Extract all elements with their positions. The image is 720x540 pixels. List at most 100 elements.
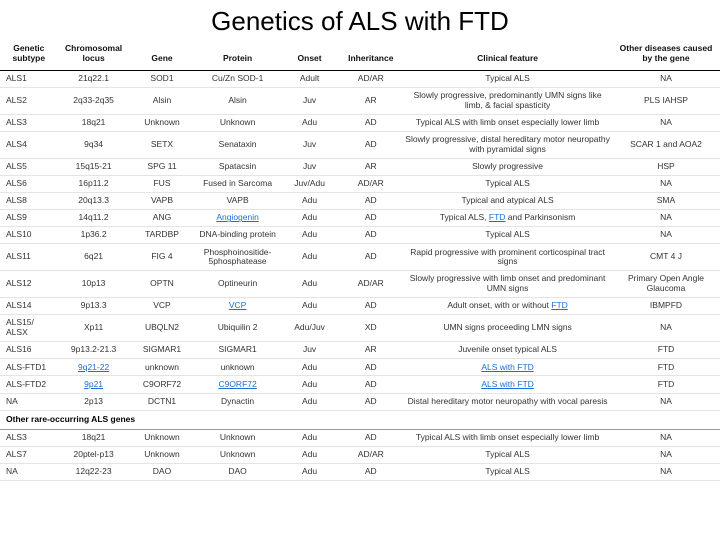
cell: Alsin (130, 87, 195, 114)
col-header: Clinical feature (403, 41, 612, 70)
cell: ALS1 (0, 70, 58, 87)
link-text[interactable]: C9ORF72 (218, 379, 256, 389)
cell: ALS3 (0, 429, 58, 446)
cell: DCTN1 (130, 393, 195, 410)
cell: NA (612, 227, 720, 244)
cell: Typical and atypical ALS (403, 192, 612, 209)
cell: UBQLN2 (130, 315, 195, 342)
table-row: ALS101p36.2TARDBPDNA-binding proteinAduA… (0, 227, 720, 244)
cell: 18q21 (58, 114, 130, 131)
cell: Juv/Adu (281, 175, 339, 192)
cell: ALS3 (0, 114, 58, 131)
cell: unknown (194, 359, 280, 376)
cell: FTD (612, 359, 720, 376)
cell: NA (612, 463, 720, 480)
link-text[interactable]: 9p21 (84, 379, 103, 389)
link-text[interactable]: FTD (551, 300, 568, 310)
cell: AD (338, 244, 403, 271)
cell: ALS7 (0, 446, 58, 463)
table-row: NA2p13DCTN1DynactinAduADDistal hereditar… (0, 393, 720, 410)
cell: ALS-FTD2 (0, 376, 58, 393)
cell: AD (338, 131, 403, 158)
cell: FTD (612, 376, 720, 393)
col-header: Genetic subtype (0, 41, 58, 70)
link-text[interactable]: Angiogenin (216, 212, 259, 222)
page-title: Genetics of ALS with FTD (0, 0, 720, 41)
table-row: ALS515q15-21SPG 11SpatacsinJuvARSlowly p… (0, 158, 720, 175)
cell: DAO (194, 463, 280, 480)
cell: NA (0, 393, 58, 410)
table-row: ALS169p13.2-21.3SIGMAR1SIGMAR1JuvARJuven… (0, 342, 720, 359)
cell: Typical ALS with limb onset especially l… (403, 114, 612, 131)
cell: Typical ALS with limb onset especially l… (403, 429, 612, 446)
cell: Adu (281, 192, 339, 209)
cell: ALS9 (0, 210, 58, 227)
cell: Optineurin (194, 271, 280, 298)
cell: Rapid progressive with prominent cortico… (403, 244, 612, 271)
cell: 9p13.3 (58, 298, 130, 315)
col-header: Protein (194, 41, 280, 70)
cell: C9ORF72 (130, 376, 195, 393)
cell: UMN signs proceeding LMN signs (403, 315, 612, 342)
cell: AD (338, 429, 403, 446)
cell: NA (612, 70, 720, 87)
genetics-table: Genetic subtypeChromosomal locusGeneProt… (0, 41, 720, 481)
cell: AD (338, 192, 403, 209)
cell: FUS (130, 175, 195, 192)
cell: Alsin (194, 87, 280, 114)
cell: 16p11.2 (58, 175, 130, 192)
link-text[interactable]: ALS with FTD (481, 379, 533, 389)
table-row: ALS1210p13OPTNOptineurinAduAD/ARSlowly p… (0, 271, 720, 298)
cell: HSP (612, 158, 720, 175)
cell: AD (338, 393, 403, 410)
table-row: ALS914q11.2ANGAngiogeninAduADTypical ALS… (0, 210, 720, 227)
cell: Slowly progressive, predominantly UMN si… (403, 87, 612, 114)
cell: AR (338, 87, 403, 114)
table-row: ALS15/ ALSXXp11UBQLN2Ubiquilin 2Adu/JuvX… (0, 315, 720, 342)
link-text[interactable]: FTD (489, 212, 506, 222)
cell: AR (338, 158, 403, 175)
cell: 15q15-21 (58, 158, 130, 175)
cell: Juv (281, 87, 339, 114)
cell: AD (338, 359, 403, 376)
cell: Typical ALS (403, 446, 612, 463)
cell: Adu (281, 227, 339, 244)
cell: Adu/Juv (281, 315, 339, 342)
cell: 12q22-23 (58, 463, 130, 480)
table-row: ALS616p11.2FUSFused in SarcomaJuv/AduAD/… (0, 175, 720, 192)
cell: Unknown (194, 429, 280, 446)
table-row: ALS720ptel-p13UnknownUnknownAduAD/ARTypi… (0, 446, 720, 463)
link-text[interactable]: VCP (229, 300, 246, 310)
cell: Cu/Zn SOD-1 (194, 70, 280, 87)
cell: ALS2 (0, 87, 58, 114)
cell: C9ORF72 (194, 376, 280, 393)
table-row: ALS116q21FIG 4Phosphoinositide-5phosphat… (0, 244, 720, 271)
cell: 2q33-2q35 (58, 87, 130, 114)
link-text[interactable]: ALS with FTD (481, 362, 533, 372)
table-row: NA12q22-23DAODAOAduADTypical ALSNA (0, 463, 720, 480)
cell: PLS IAHSP (612, 87, 720, 114)
cell: NA (612, 393, 720, 410)
col-header: Other diseases caused by the gene (612, 41, 720, 70)
cell: Typical ALS, FTD and Parkinsonism (403, 210, 612, 227)
cell: Juvenile onset typical ALS (403, 342, 612, 359)
cell: VAPB (130, 192, 195, 209)
cell: Unknown (194, 446, 280, 463)
table-row: ALS318q21UnknownUnknownAduADTypical ALS … (0, 429, 720, 446)
cell: TARDBP (130, 227, 195, 244)
cell: SCAR 1 and AOA2 (612, 131, 720, 158)
cell: 21q22.1 (58, 70, 130, 87)
cell: Adu (281, 429, 339, 446)
col-header: Onset (281, 41, 339, 70)
link-text[interactable]: 9q21-22 (78, 362, 109, 372)
col-header: Inheritance (338, 41, 403, 70)
cell: VCP (194, 298, 280, 315)
table-row: ALS-FTD19q21-22unknownunknownAduADALS wi… (0, 359, 720, 376)
cell: NA (612, 429, 720, 446)
cell: AD (338, 114, 403, 131)
cell: ANG (130, 210, 195, 227)
cell: 18q21 (58, 429, 130, 446)
cell: 2p13 (58, 393, 130, 410)
cell: VCP (130, 298, 195, 315)
cell: IBMPFD (612, 298, 720, 315)
